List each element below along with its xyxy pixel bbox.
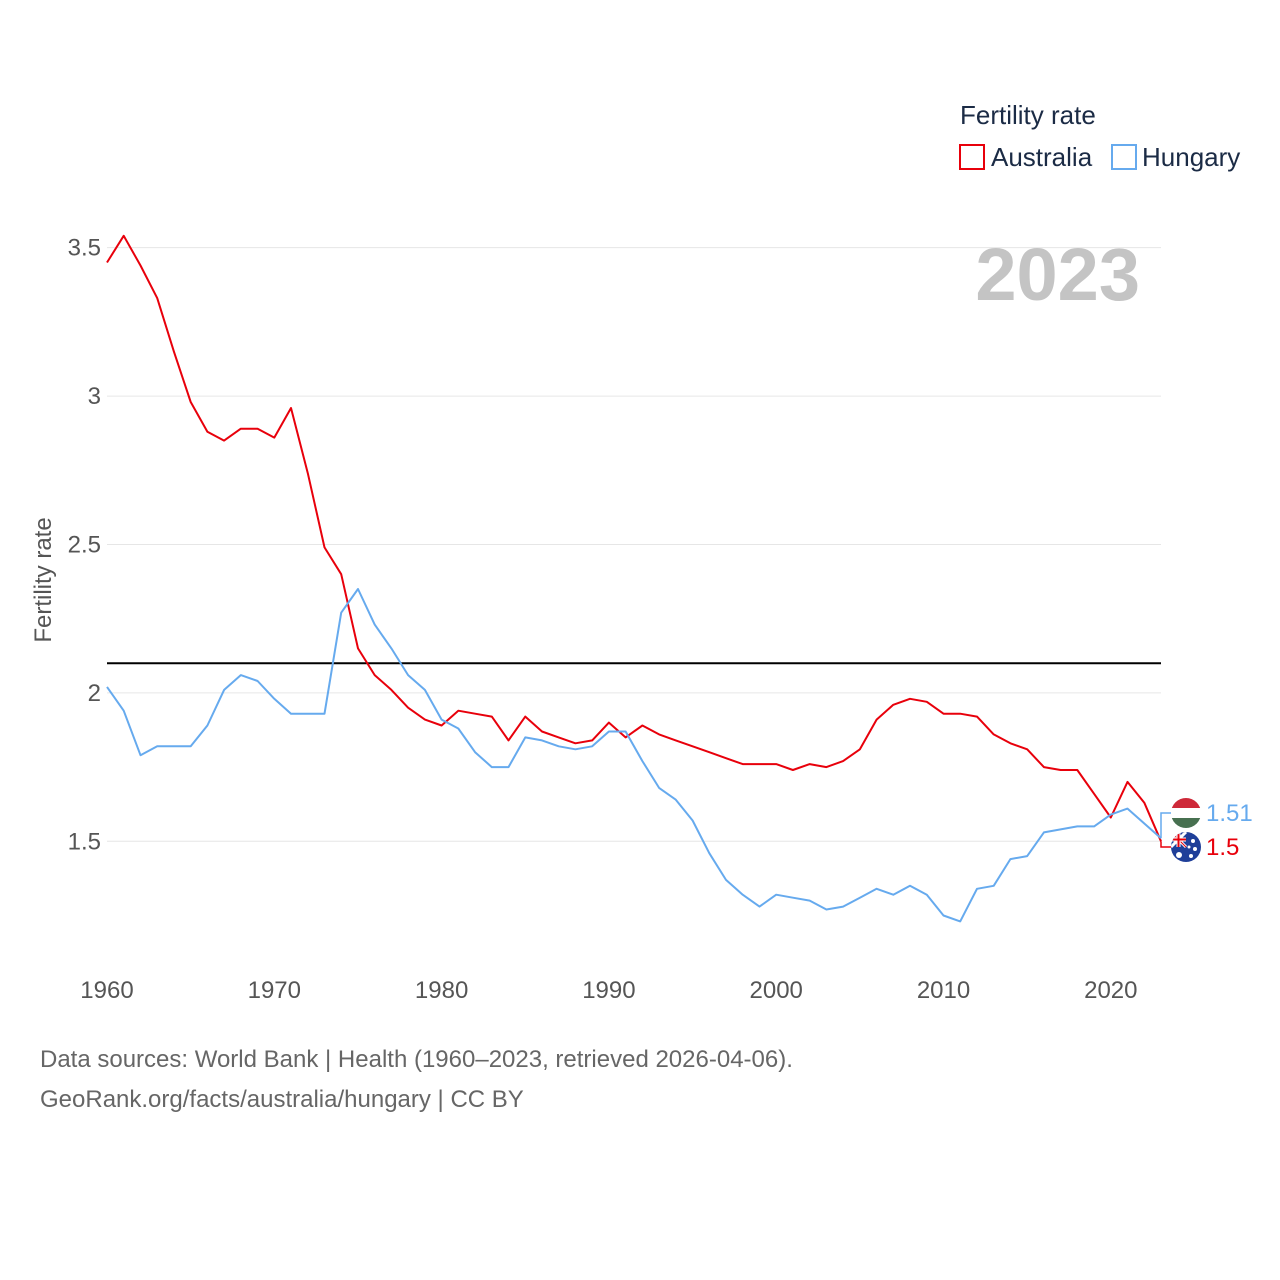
grid-lines xyxy=(107,247,1161,842)
x-tick-label: 1970 xyxy=(248,977,301,1004)
footer-sources: Data sources: World Bank | Health (1960–… xyxy=(40,1046,793,1073)
series-lines xyxy=(106,234,1162,923)
footer-link[interactable]: GeoRank.org/facts/australia/hungary | CC… xyxy=(40,1086,524,1113)
y-tick-label: 2 xyxy=(88,680,101,707)
end-markers: 1.51 1.5 xyxy=(1160,798,1253,862)
x-tick-label: 2010 xyxy=(917,977,970,1004)
legend-label-australia: Australia xyxy=(991,142,1093,172)
x-tick-label: 2000 xyxy=(750,977,803,1004)
series-line-hungary[interactable] xyxy=(106,588,1162,923)
legend: Fertility rate Australia Hungary xyxy=(959,100,1240,172)
y-tick-label: 1.5 xyxy=(68,828,101,855)
legend-swatch-hungary xyxy=(1111,144,1137,170)
end-value-australia: 1.5 xyxy=(1206,834,1239,861)
y-tick-label: 3 xyxy=(88,383,101,410)
legend-title: Fertility rate xyxy=(960,100,1096,130)
y-tick-label: 3.5 xyxy=(68,235,101,262)
hungary-flag-icon xyxy=(1171,798,1201,828)
legend-label-hungary: Hungary xyxy=(1142,142,1240,172)
y-tick-label: 2.5 xyxy=(68,531,101,558)
footer: Data sources: World Bank | Health (1960–… xyxy=(40,1040,793,1120)
x-tick-label: 1980 xyxy=(415,977,468,1004)
series-line-australia[interactable] xyxy=(106,234,1162,842)
current-year-label: 2023 xyxy=(975,233,1140,316)
x-tick-label: 1960 xyxy=(80,977,133,1004)
x-tick-label: 2020 xyxy=(1084,977,1137,1004)
australia-flag-icon xyxy=(1171,832,1201,862)
connector-australia xyxy=(1160,841,1171,848)
x-axis-ticks: 1960 1970 1980 1990 2000 2010 2020 xyxy=(80,977,1137,1004)
y-axis-title: Fertility rate xyxy=(30,517,57,642)
legend-item-hungary[interactable]: Hungary xyxy=(1111,142,1240,172)
end-value-hungary: 1.51 xyxy=(1206,800,1253,827)
legend-item-australia[interactable]: Australia xyxy=(959,142,1093,172)
connector-hungary xyxy=(1160,812,1171,839)
y-axis-ticks: 1.5 2 2.5 3 3.5 xyxy=(68,235,101,856)
x-tick-label: 1990 xyxy=(582,977,635,1004)
legend-swatch-australia xyxy=(959,144,985,170)
